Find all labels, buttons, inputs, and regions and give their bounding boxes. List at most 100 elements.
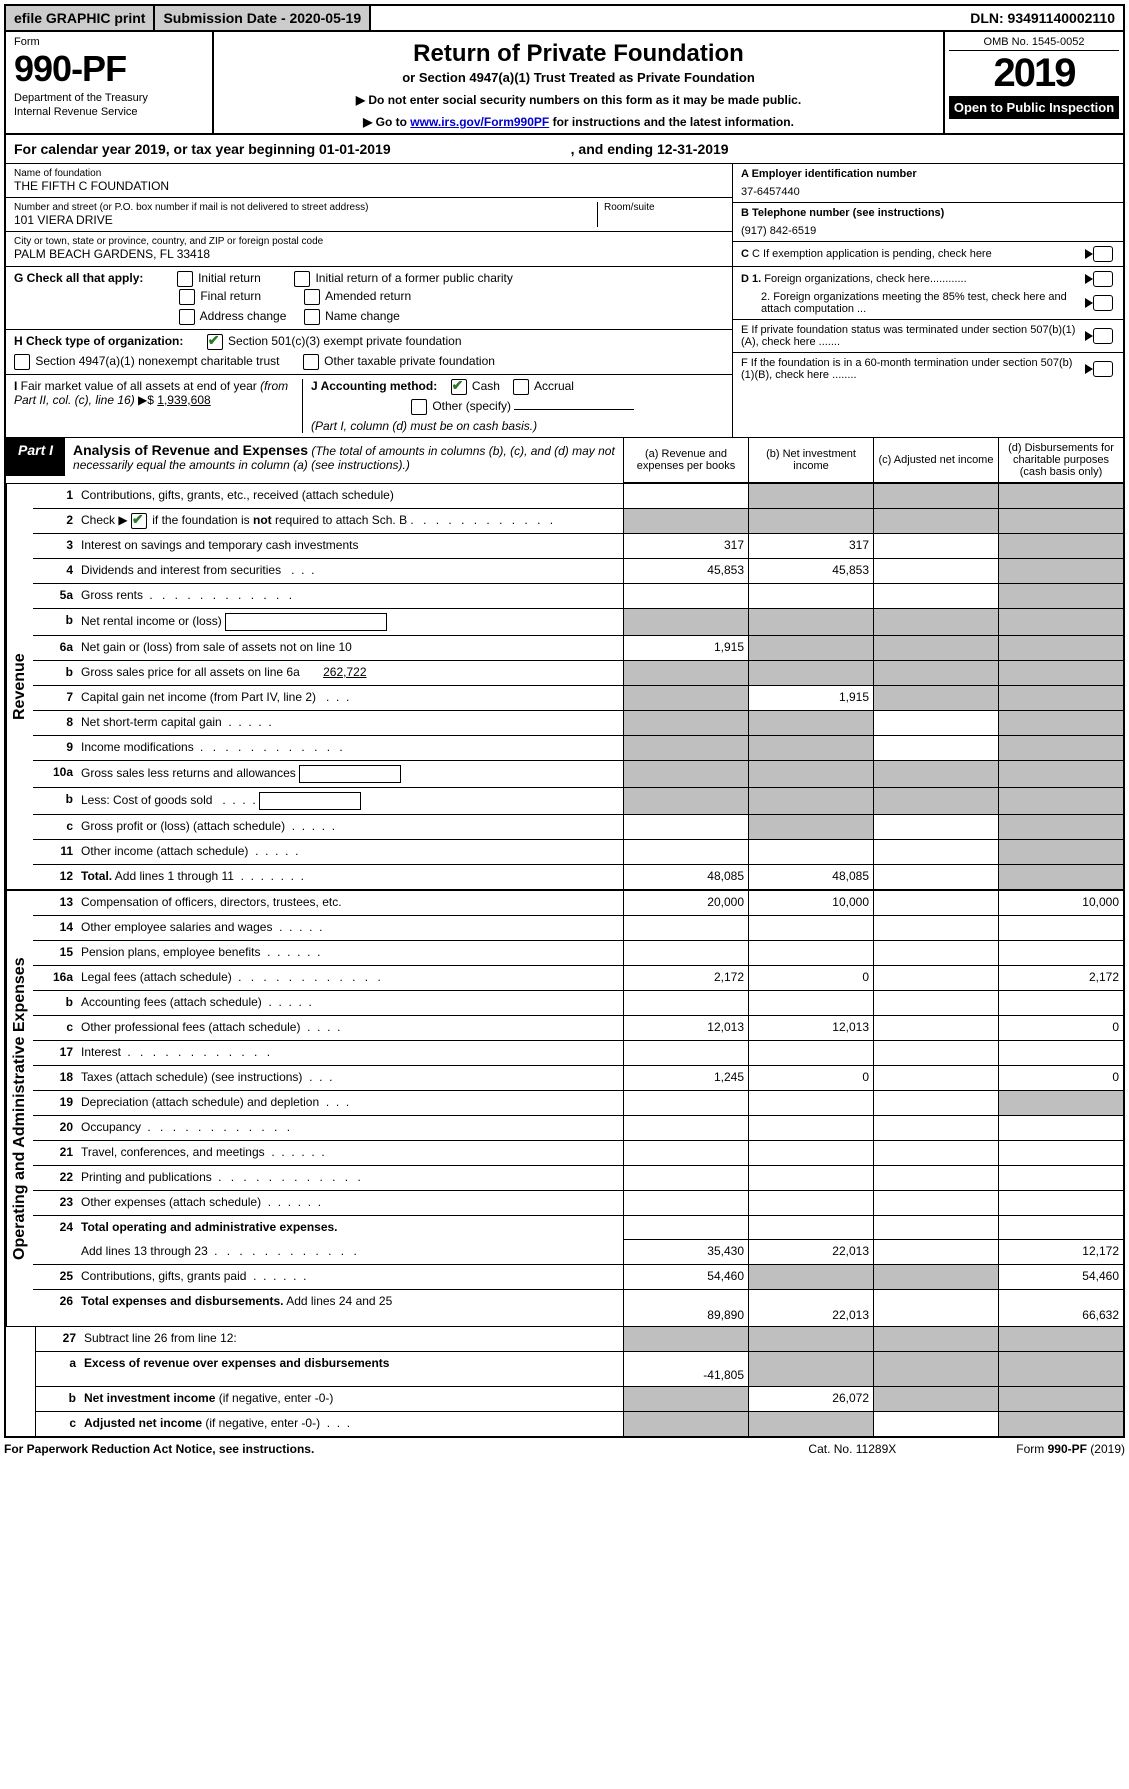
r24-b: 22,013: [748, 1240, 873, 1264]
footer-formno: Form 990-PF (2019): [1016, 1442, 1125, 1456]
dept-treasury: Department of the Treasury: [14, 92, 204, 104]
r16a-d: 2,172: [998, 966, 1123, 990]
cash-checkbox[interactable]: [451, 379, 467, 395]
addr-change-label: Address change: [200, 309, 287, 323]
row-6b-desc: Gross sales price for all assets on line…: [77, 661, 623, 685]
row-18: 18 Taxes (attach schedule) (see instruct…: [33, 1066, 1123, 1091]
addr-change-checkbox[interactable]: [179, 309, 195, 325]
calyear-end: , and ending 12-31-2019: [571, 141, 729, 157]
header-center: Return of Private Foundation or Section …: [214, 32, 943, 133]
r16c-d: 0: [998, 1016, 1123, 1040]
expenses-section: Operating and Administrative Expenses 13…: [6, 891, 1123, 1327]
row-2-desc: Check ▶ if the foundation is not require…: [77, 509, 623, 533]
sec501-checkbox[interactable]: [207, 334, 223, 350]
f-box: F If the foundation is in a 60-month ter…: [733, 353, 1123, 385]
row-20: 20 Occupancy: [33, 1116, 1123, 1141]
row-17-desc: Interest: [77, 1041, 623, 1065]
row-24-label: 24 Total operating and administrative ex…: [33, 1216, 1123, 1240]
row-14-desc: Other employee salaries and wages . . . …: [77, 916, 623, 940]
checks-right: D 1. Foreign organizations, check here..…: [732, 267, 1123, 437]
r27a-a: -41,805: [623, 1352, 748, 1386]
f-label: F If the foundation is in a 60-month ter…: [741, 357, 1085, 381]
initial-return-checkbox[interactable]: [177, 271, 193, 287]
calyear-begin: For calendar year 2019, or tax year begi…: [14, 141, 391, 157]
row-10c-desc: Gross profit or (loss) (attach schedule)…: [77, 815, 623, 839]
accrual-checkbox[interactable]: [513, 379, 529, 395]
note2-post: for instructions and the latest informat…: [549, 115, 794, 129]
row-15: 15 Pension plans, employee benefits . . …: [33, 941, 1123, 966]
top-bar: efile GRAPHIC print Submission Date - 20…: [6, 6, 1123, 32]
calendar-year-row: For calendar year 2019, or tax year begi…: [6, 135, 1123, 164]
form-subtitle: or Section 4947(a)(1) Trust Treated as P…: [222, 70, 935, 85]
r13-a: 20,000: [623, 891, 748, 915]
other-taxable-checkbox[interactable]: [303, 354, 319, 370]
r18-b: 0: [748, 1066, 873, 1090]
exemption-checkbox[interactable]: [1093, 246, 1113, 262]
sec4947-checkbox[interactable]: [14, 354, 30, 370]
revenue-label: Revenue: [6, 484, 33, 889]
r24-a: 35,430: [623, 1240, 748, 1264]
efile-print-button[interactable]: efile GRAPHIC print: [6, 6, 155, 30]
row-9-desc: Income modifications: [77, 736, 623, 760]
amended-label: Amended return: [325, 289, 411, 303]
row-8: 8 Net short-term capital gain . . . . .: [33, 711, 1123, 736]
sch-b-checkbox[interactable]: [131, 513, 147, 529]
r27b-b: 26,072: [748, 1387, 873, 1411]
row-2: 2 Check ▶ if the foundation is not requi…: [33, 509, 1123, 534]
60month-checkbox[interactable]: [1093, 361, 1113, 377]
r13-b: 10,000: [748, 891, 873, 915]
phone-box: B Telephone number (see instructions) (9…: [733, 203, 1123, 242]
col-d-header: (d) Disbursements for charitable purpose…: [998, 438, 1123, 483]
r4-b: 45,853: [748, 559, 873, 583]
c-label: C C If exemption application is pending,…: [741, 248, 1085, 260]
irs-link[interactable]: www.irs.gov/Form990PF: [410, 115, 549, 129]
col-a-header: (a) Revenue and expenses per books: [623, 438, 748, 483]
row-4: 4 Dividends and interest from securities…: [33, 559, 1123, 584]
omb-number: OMB No. 1545-0052: [949, 36, 1119, 51]
row-23-desc: Other expenses (attach schedule) . . . .…: [77, 1191, 623, 1215]
row-24-desc-2: Add lines 13 through 23: [77, 1240, 623, 1264]
row-1-desc: Contributions, gifts, grants, etc., rece…: [77, 484, 623, 508]
row-5b-desc: Net rental income or (loss): [77, 609, 623, 635]
open-to-public: Open to Public Inspection: [949, 96, 1119, 119]
row-16b: b Accounting fees (attach schedule) . . …: [33, 991, 1123, 1016]
g-row-2: Final return Amended return: [6, 287, 732, 305]
row-10b: b Less: Cost of goods sold . . . .: [33, 788, 1123, 815]
initial-former-label: Initial return of a former public charit…: [315, 271, 512, 285]
dln-label: DLN: 93491140002110: [962, 6, 1123, 30]
revenue-section: Revenue 1 Contributions, gifts, grants, …: [6, 484, 1123, 891]
arrow-icon: [1085, 298, 1093, 308]
r25-a: 54,460: [623, 1265, 748, 1289]
address-box: Number and street (or P.O. box number if…: [6, 198, 732, 232]
submission-date-button[interactable]: Submission Date - 2020-05-19: [155, 6, 371, 30]
part-1-header: Part I Analysis of Revenue and Expenses …: [6, 438, 1123, 484]
row-5b: b Net rental income or (loss): [33, 609, 1123, 636]
r26-b: 22,013: [748, 1290, 873, 1326]
initial-former-checkbox[interactable]: [294, 271, 310, 287]
page-footer: For Paperwork Reduction Act Notice, see …: [4, 1438, 1125, 1460]
col-c-header: (c) Adjusted net income: [873, 438, 998, 483]
r18-a: 1,245: [623, 1066, 748, 1090]
status-terminated-checkbox[interactable]: [1093, 328, 1113, 344]
foreign-85-checkbox[interactable]: [1093, 295, 1113, 311]
foreign-org-checkbox[interactable]: [1093, 271, 1113, 287]
header-left: Form 990-PF Department of the Treasury I…: [6, 32, 214, 133]
final-return-checkbox[interactable]: [179, 289, 195, 305]
r18-d: 0: [998, 1066, 1123, 1090]
name-change-checkbox[interactable]: [304, 309, 320, 325]
row-7-desc: Capital gain net income (from Part IV, l…: [77, 686, 623, 710]
row-13: 13 Compensation of officers, directors, …: [33, 891, 1123, 916]
part-1-title: Analysis of Revenue and Expenses: [73, 442, 308, 458]
row-21: 21 Travel, conferences, and meetings . .…: [33, 1141, 1123, 1166]
r13-d: 10,000: [998, 891, 1123, 915]
sec501-label: Section 501(c)(3) exempt private foundat…: [228, 334, 461, 348]
other-method-checkbox[interactable]: [411, 399, 427, 415]
row-5a: 5a Gross rents: [33, 584, 1123, 609]
i-box: I Fair market value of all assets at end…: [14, 379, 303, 433]
phone-value: (917) 842-6519: [741, 225, 1115, 237]
amended-checkbox[interactable]: [304, 289, 320, 305]
ein-label: A Employer identification number: [741, 168, 1115, 180]
row-20-desc: Occupancy: [77, 1116, 623, 1140]
row-27: 27 Subtract line 26 from line 12:: [36, 1327, 1123, 1352]
r24-d: 12,172: [998, 1240, 1123, 1264]
